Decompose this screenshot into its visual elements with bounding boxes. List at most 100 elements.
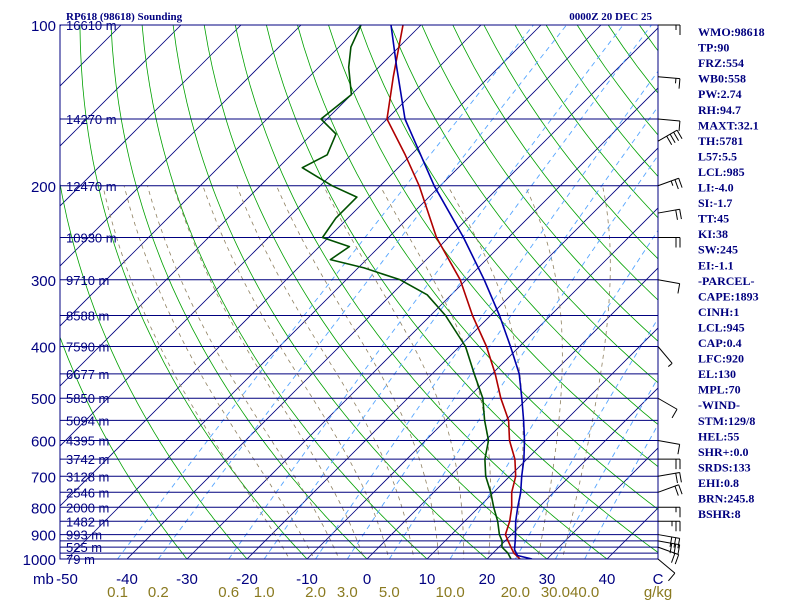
wind-barb-flag: [677, 444, 681, 455]
wind-barb: [657, 279, 681, 294]
wind-barb: [657, 558, 676, 582]
index-entry: TP:90: [698, 41, 729, 55]
wind-barb-flag: [678, 78, 681, 89]
height-label: 2000 m: [66, 500, 109, 515]
index-entry: -WIND-: [698, 398, 740, 412]
plot-frame: [59, 24, 659, 560]
index-entry: EI:-1.1: [698, 258, 734, 272]
dry-adiabat-line: [421, 25, 658, 342]
temperature-tick-label: -30: [176, 571, 198, 588]
mixing-ratio-label: 3.0: [337, 584, 358, 600]
pressure-tick-label: 600: [31, 434, 56, 451]
mixing-ratio-label: 30.0: [541, 584, 570, 600]
index-entry: EL:130: [698, 367, 736, 381]
height-label: 12470 m: [66, 179, 117, 194]
moist-adiabat-line: [561, 185, 611, 559]
wind-barb-flag: [676, 129, 683, 140]
isotherm-line: [486, 387, 658, 559]
dry-adiabat-line: [359, 25, 658, 426]
index-entry: BRN:245.8: [698, 492, 754, 506]
mixing-ratio-label: 5.0: [379, 584, 400, 600]
index-entry: LFC:920: [698, 352, 744, 366]
dry-adiabat-line: [60, 181, 248, 559]
mixing-ratio-label: 40.0: [570, 584, 599, 600]
isotherm-line: [60, 25, 302, 267]
sounding-profiles: [301, 25, 533, 559]
mixing-ratio-labels: 0.1 0.2 0.6 1.0 2.0 3.0 5.0 10.0 20.0 30.0 40.0 g/k…: [107, 584, 672, 600]
wind-barb-flag: [678, 178, 683, 188]
pressure-labels: 100 200 300 400 500 600 700 800 900 1000: [23, 18, 56, 569]
index-entry: CINH:1: [698, 305, 739, 319]
height-label: 3742 m: [66, 452, 109, 467]
temperature-tick-label: 30: [539, 571, 556, 588]
dry-adiabat-line: [297, 25, 658, 510]
index-entry: WB0:558: [698, 72, 746, 86]
mixing-ratio-line: [157, 25, 567, 559]
height-label: 5094 m: [66, 413, 109, 428]
isotherm-line: [60, 25, 422, 387]
isotherm-line: [60, 25, 482, 447]
index-entry: LI:-4.0: [698, 181, 734, 195]
dry-adiabat-line: [483, 25, 658, 260]
height-labels: 16610 m 14270 m 12470 m 10930 m 9710 m 8588 m…: [66, 18, 117, 567]
height-label: 14270 m: [66, 112, 117, 127]
moist-adiabat-line: [102, 185, 290, 559]
index-entry: SI:-1.7: [698, 196, 732, 210]
wind-barb: [657, 118, 681, 131]
mixing-ratio-label: 0.6: [218, 584, 239, 600]
isotherm-line: [306, 207, 658, 559]
wind-barb-flag: [669, 536, 673, 547]
wind-barb-flag: [669, 133, 676, 144]
wind-barb-flag: [674, 179, 679, 190]
height-label: 3128 m: [66, 469, 109, 484]
temperature-tick-label: -20: [236, 571, 258, 588]
wind-barb: [658, 24, 681, 35]
moist-adiabat-line: [379, 185, 492, 559]
wind-barb: [657, 346, 673, 367]
mixing-ratio-label: 2.0: [305, 584, 326, 600]
index-entry: LCL:985: [698, 165, 745, 179]
dry-adiabat-line: [172, 25, 488, 559]
mixing-ratio-line: [584, 423, 658, 559]
wind-barb-staff: [657, 208, 680, 214]
pressure-tick-label: 200: [31, 179, 56, 196]
sounding-time: 0000Z 20 DEC 25: [569, 11, 652, 23]
wind-barb: [658, 520, 681, 532]
index-entry: SRDS:133: [698, 460, 751, 474]
wind-barb: [657, 471, 682, 484]
temperature-tick-label: 20: [479, 571, 496, 588]
isotherm-line: [60, 25, 542, 507]
wind-barb-flag: [671, 408, 678, 419]
dry-adiabat-line: [60, 336, 188, 559]
index-entry: LCL:945: [698, 320, 745, 334]
height-label: 79 m: [66, 552, 95, 567]
wind-barb-staff: [657, 546, 679, 556]
index-entry: WMO:98618: [698, 25, 765, 39]
dry-adiabat-line: [576, 25, 658, 136]
temperature-tick-label: C: [653, 571, 664, 588]
isotherm-line: [60, 25, 362, 327]
index-entry: BSHR:8: [698, 507, 741, 521]
wind-barb-flag: [674, 554, 680, 565]
wind-barb-flag: [674, 485, 679, 496]
wind-barb: [657, 208, 682, 220]
isotherm-line: [126, 27, 658, 559]
index-entry: SHR+:0.0: [698, 445, 749, 459]
index-entry: CAPE:1893: [698, 289, 759, 303]
wind-barb: [657, 440, 681, 455]
wind-barb-flag: [678, 484, 683, 495]
index-entry: L57:5.5: [698, 149, 737, 163]
dry-adiabat-line: [110, 25, 368, 559]
wind-barb-staff: [657, 540, 680, 546]
height-label: 16610 m: [66, 18, 117, 33]
index-entry: HEL:55: [698, 429, 739, 443]
isotherm-line: [546, 447, 658, 559]
isotherm-line: [366, 267, 658, 559]
height-label: 525 m: [66, 540, 102, 555]
index-entry: MAXT:32.1: [698, 118, 759, 132]
wind-barb-flag: [673, 131, 680, 142]
wind-barb-staff: [657, 76, 680, 80]
mixing-ratio-line: [117, 25, 534, 559]
pressure-tick-label: 700: [31, 469, 56, 486]
height-label: 9710 m: [66, 273, 109, 288]
